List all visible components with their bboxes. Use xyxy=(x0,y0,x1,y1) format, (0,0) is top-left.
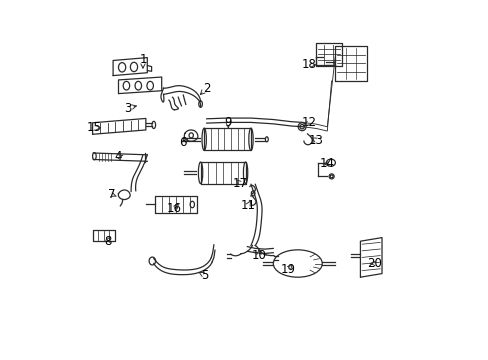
Text: 15: 15 xyxy=(86,121,101,134)
Text: 16: 16 xyxy=(166,202,182,215)
Text: 12: 12 xyxy=(301,116,316,129)
Text: 20: 20 xyxy=(366,257,382,270)
Text: 19: 19 xyxy=(280,263,295,276)
Text: 4: 4 xyxy=(114,150,122,163)
Text: 6: 6 xyxy=(179,136,187,149)
Text: 13: 13 xyxy=(308,134,323,147)
Text: 17: 17 xyxy=(232,177,247,190)
Text: 7: 7 xyxy=(107,188,115,201)
Text: 18: 18 xyxy=(301,58,316,71)
Text: 2: 2 xyxy=(203,82,210,95)
Text: 9: 9 xyxy=(224,116,232,129)
Text: 1: 1 xyxy=(139,53,146,66)
Text: 10: 10 xyxy=(251,249,266,262)
Text: 14: 14 xyxy=(319,157,334,170)
Text: 3: 3 xyxy=(123,102,131,114)
Text: 5: 5 xyxy=(201,269,208,282)
Text: 11: 11 xyxy=(240,199,255,212)
Text: 8: 8 xyxy=(104,235,111,248)
